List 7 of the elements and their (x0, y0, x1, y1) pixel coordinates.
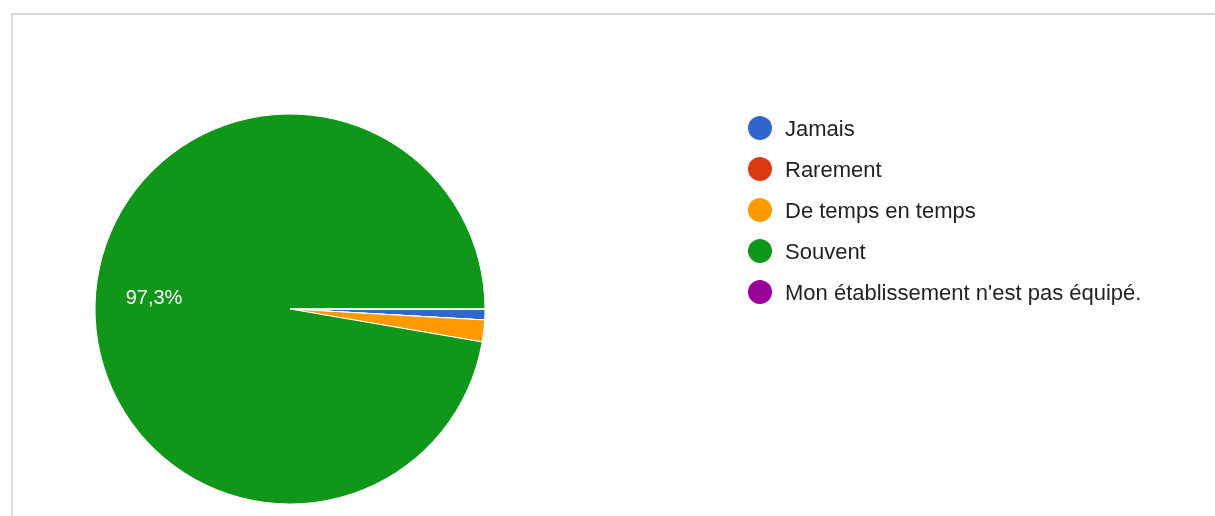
legend-label: Jamais (785, 115, 855, 141)
data-label: 97,3% (125, 286, 183, 309)
legend-label: De temps en temps (785, 197, 976, 223)
legend-label: Mon établissement n'est pas équipé. (785, 279, 1142, 305)
legend-label: Souvent (785, 238, 866, 264)
legend-label: Rarement (785, 156, 882, 182)
pie-slice (94, 113, 486, 505)
